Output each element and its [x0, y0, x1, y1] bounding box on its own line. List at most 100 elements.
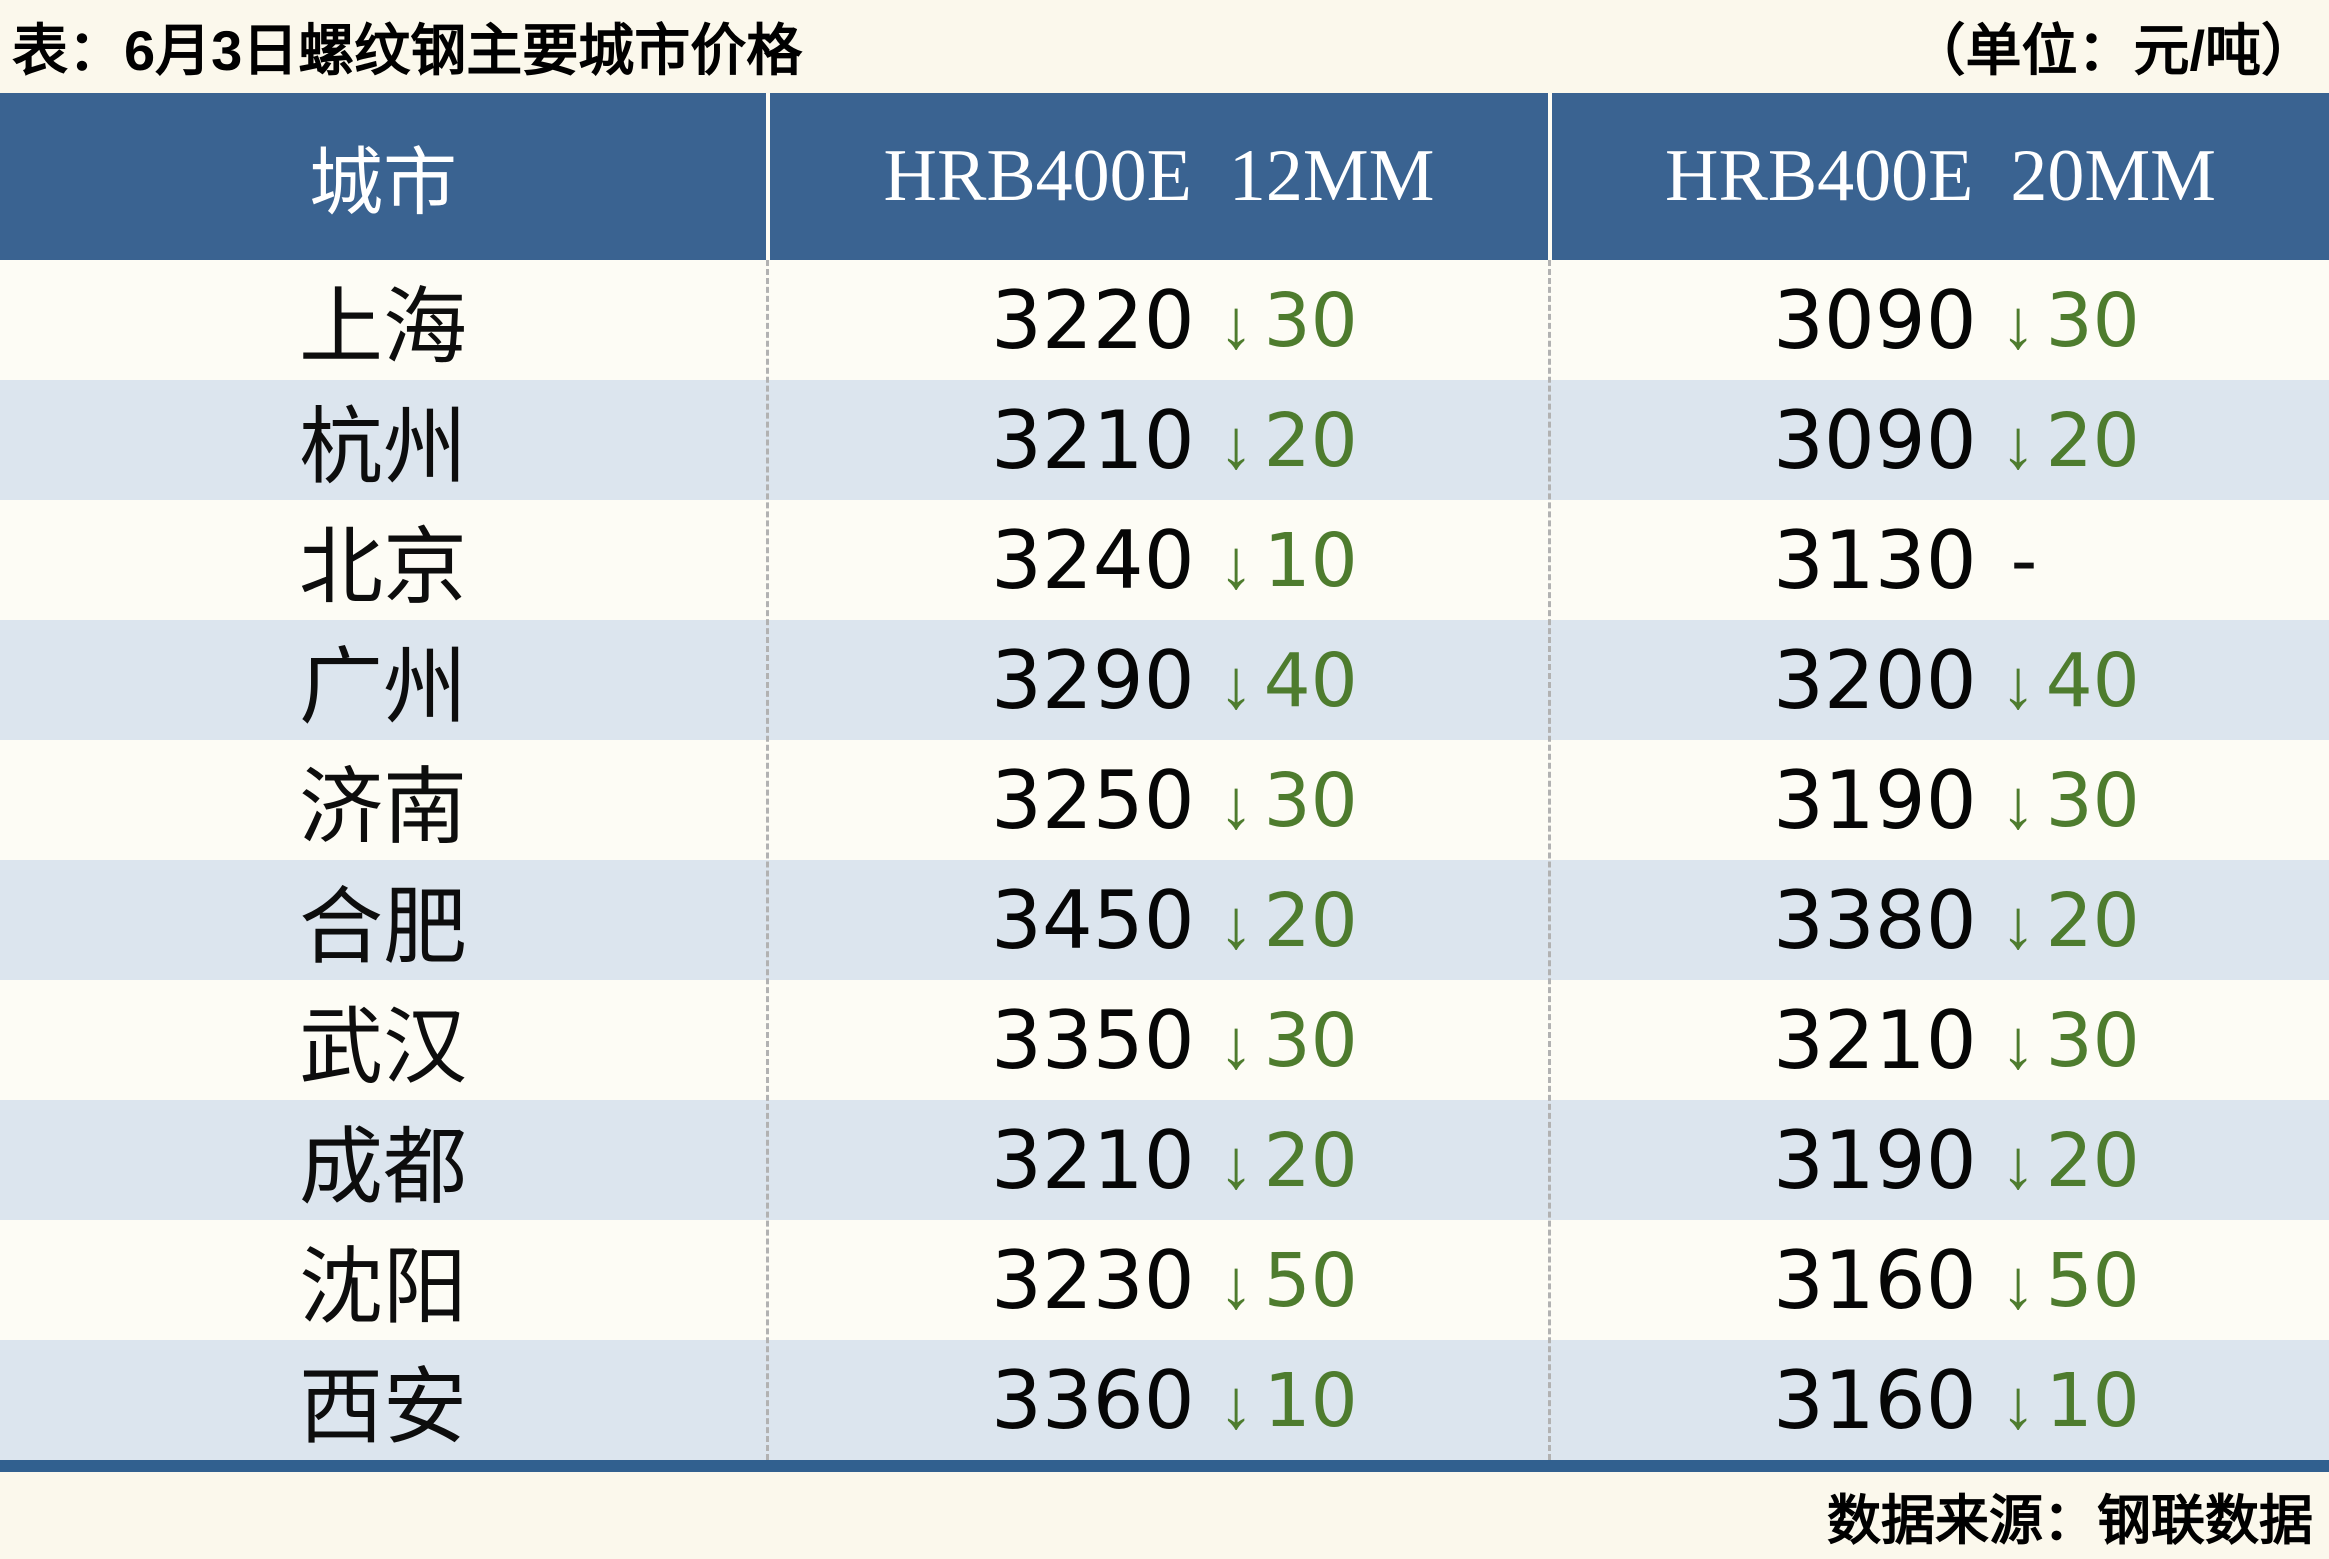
- city-cell: 广州: [298, 640, 467, 734]
- price-12mm-cell: 3450 ↓ 20: [766, 860, 1548, 981]
- down-arrow-icon: ↓: [1218, 1244, 1254, 1323]
- down-arrow-icon: ↓: [1218, 764, 1254, 843]
- table-row: 广州 3290 ↓ 40 3200 ↓ 40: [0, 620, 2329, 740]
- down-arrow-icon: ↓: [2000, 764, 2036, 843]
- price-12mm-cell: 3210 ↓ 20: [766, 1100, 1548, 1221]
- table-row: 北京 3240 ↓ 10 3130 -: [0, 500, 2329, 620]
- price-value: 3210: [991, 1114, 1195, 1207]
- table-row: 上海 3220 ↓ 30 3090 ↓ 30: [0, 260, 2329, 380]
- down-arrow-icon: ↓: [1218, 404, 1254, 483]
- price-change: 30: [1263, 757, 1358, 844]
- price-12mm-cell: 3230 ↓ 50: [766, 1220, 1548, 1341]
- table-row: 济南 3250 ↓ 30 3190 ↓ 30: [0, 740, 2329, 860]
- price-value: 3360: [991, 1354, 1195, 1447]
- price-value: 3160: [1773, 1354, 1977, 1447]
- city-cell: 上海: [298, 280, 467, 374]
- table-bottom-border: [0, 1460, 2329, 1472]
- price-20mm-cell: 3200 ↓ 40: [1548, 620, 2329, 741]
- price-12mm-cell: 3290 ↓ 40: [766, 620, 1548, 741]
- city-cell: 西安: [298, 1360, 467, 1454]
- data-source-label: 数据来源：钢联数据: [1827, 1491, 2313, 1551]
- header-hrb400e-20mm: HRB400E 20MM: [1548, 93, 2329, 260]
- city-cell: 沈阳: [298, 1240, 467, 1334]
- price-20mm-cell: 3190 ↓ 20: [1548, 1100, 2329, 1221]
- down-arrow-icon: ↓: [2000, 284, 2036, 363]
- price-value: 3220: [991, 274, 1195, 367]
- price-change: 30: [2045, 757, 2140, 844]
- title-bar: 表：6月3日螺纹钢主要城市价格 （单位：元/吨）: [0, 0, 2329, 93]
- price-change: 20: [2045, 397, 2140, 484]
- unit-note: （单位：元/吨）: [1909, 19, 2317, 82]
- price-value: 3210: [1773, 994, 1977, 1087]
- price-value: 3380: [1773, 874, 1977, 967]
- price-12mm-cell: 3360 ↓ 10: [766, 1340, 1548, 1461]
- price-12mm-cell: 3250 ↓ 30: [766, 740, 1548, 861]
- price-value: 3200: [1773, 634, 1977, 727]
- down-arrow-icon: ↓: [2000, 884, 2036, 963]
- price-value: 3350: [991, 994, 1195, 1087]
- price-value: 3290: [991, 634, 1195, 727]
- price-20mm-cell: 3160 ↓ 50: [1548, 1220, 2329, 1341]
- down-arrow-icon: ↓: [2000, 404, 2036, 483]
- table-title: 表：6月3日螺纹钢主要城市价格: [12, 19, 803, 82]
- price-change: 20: [1263, 877, 1358, 964]
- price-change: 30: [2045, 277, 2140, 364]
- table-row: 合肥 3450 ↓ 20 3380 ↓ 20: [0, 860, 2329, 980]
- city-cell: 北京: [298, 520, 467, 614]
- down-arrow-icon: ↓: [1218, 524, 1254, 603]
- table-row: 武汉 3350 ↓ 30 3210 ↓ 30: [0, 980, 2329, 1100]
- price-change: 40: [2045, 637, 2140, 724]
- price-12mm-cell: 3210 ↓ 20: [766, 380, 1548, 501]
- price-20mm-cell: 3130 -: [1548, 500, 2329, 621]
- price-change: 10: [2045, 1357, 2140, 1444]
- down-arrow-icon: ↓: [2000, 1004, 2036, 1083]
- down-arrow-icon: ↓: [1218, 1004, 1254, 1083]
- table-header-row: 城市 HRB400E 12MM HRB400E 20MM: [0, 93, 2329, 260]
- price-change: 10: [1263, 1357, 1358, 1444]
- city-cell: 济南: [298, 760, 467, 854]
- price-value: 3090: [1773, 274, 1977, 367]
- price-12mm-cell: 3220 ↓ 30: [766, 260, 1548, 381]
- header-hrb400e-12mm: HRB400E 12MM: [766, 93, 1548, 260]
- price-20mm-cell: 3190 ↓ 30: [1548, 740, 2329, 861]
- price-value: 3190: [1773, 754, 1977, 847]
- price-value: 3450: [991, 874, 1195, 967]
- price-20mm-cell: 3090 ↓ 20: [1548, 380, 2329, 501]
- down-arrow-icon: ↓: [1218, 1124, 1254, 1203]
- price-12mm-cell: 3240 ↓ 10: [766, 500, 1548, 621]
- price-12mm-cell: 3350 ↓ 30: [766, 980, 1548, 1101]
- price-change: 40: [1263, 637, 1358, 724]
- price-change: 20: [1263, 1117, 1358, 1204]
- price-value: 3240: [991, 514, 1195, 607]
- price-value: 3190: [1773, 1114, 1977, 1207]
- price-value: 3160: [1773, 1234, 1977, 1327]
- price-value: 3210: [991, 394, 1195, 487]
- down-arrow-icon: ↓: [2000, 1244, 2036, 1323]
- price-change: 20: [1263, 397, 1358, 484]
- city-cell: 合肥: [298, 880, 467, 974]
- city-cell: 成都: [298, 1120, 467, 1214]
- table-row: 沈阳 3230 ↓ 50 3160 ↓ 50: [0, 1220, 2329, 1340]
- down-arrow-icon: ↓: [1218, 1364, 1254, 1443]
- table-row: 杭州 3210 ↓ 20 3090 ↓ 20: [0, 380, 2329, 500]
- price-20mm-cell: 3210 ↓ 30: [1548, 980, 2329, 1101]
- down-arrow-icon: ↓: [1218, 284, 1254, 363]
- price-value: 3230: [991, 1234, 1195, 1327]
- table-row: 成都 3210 ↓ 20 3190 ↓ 20: [0, 1100, 2329, 1220]
- city-cell: 杭州: [298, 400, 467, 494]
- price-change: 30: [1263, 277, 1358, 364]
- price-value: 3250: [991, 754, 1195, 847]
- price-20mm-cell: 3380 ↓ 20: [1548, 860, 2329, 981]
- price-20mm-cell: 3090 ↓ 30: [1548, 260, 2329, 381]
- table-row: 西安 3360 ↓ 10 3160 ↓ 10: [0, 1340, 2329, 1460]
- down-arrow-icon: ↓: [1218, 644, 1254, 723]
- price-value: 3090: [1773, 394, 1977, 487]
- footer: 数据来源：钢联数据: [0, 1472, 2329, 1559]
- price-change: -: [2010, 517, 2038, 604]
- price-value: 3130: [1773, 514, 1977, 607]
- price-change: 50: [2045, 1237, 2140, 1324]
- down-arrow-icon: ↓: [1218, 884, 1254, 963]
- down-arrow-icon: ↓: [2000, 1364, 2036, 1443]
- city-cell: 武汉: [298, 1000, 467, 1094]
- table-body: 上海 3220 ↓ 30 3090 ↓ 30 杭州 3210 ↓ 20 3090…: [0, 260, 2329, 1460]
